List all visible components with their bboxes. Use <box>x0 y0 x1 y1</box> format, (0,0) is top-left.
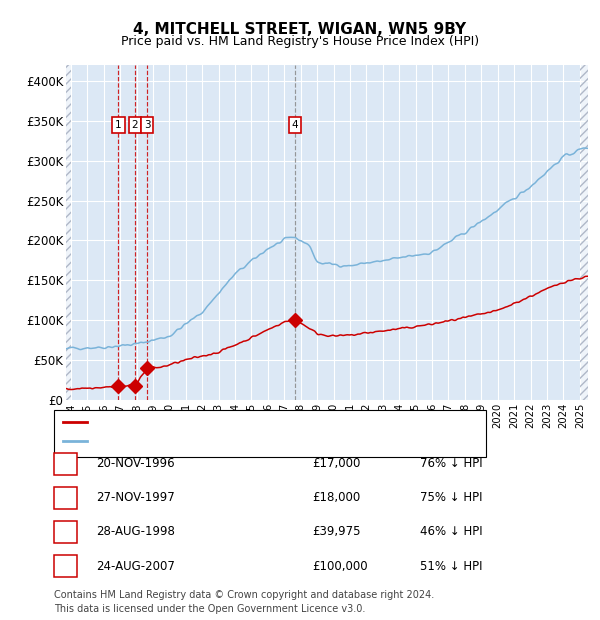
Text: 28-AUG-1998: 28-AUG-1998 <box>96 526 175 538</box>
Text: Contains HM Land Registry data © Crown copyright and database right 2024.: Contains HM Land Registry data © Crown c… <box>54 590 434 600</box>
Bar <box>580 65 588 400</box>
Text: 4, MITCHELL STREET, WIGAN, WN5 9BY (detached house): 4, MITCHELL STREET, WIGAN, WN5 9BY (deta… <box>91 417 412 427</box>
Text: 1: 1 <box>62 458 69 470</box>
Text: 4: 4 <box>62 560 69 572</box>
Text: 3: 3 <box>62 526 69 538</box>
Text: 24-AUG-2007: 24-AUG-2007 <box>96 560 175 572</box>
Text: This data is licensed under the Open Government Licence v3.0.: This data is licensed under the Open Gov… <box>54 604 365 614</box>
Text: 1: 1 <box>115 120 122 130</box>
Text: 3: 3 <box>144 120 151 130</box>
Bar <box>580 65 588 400</box>
Text: 76% ↓ HPI: 76% ↓ HPI <box>420 458 482 470</box>
Text: £100,000: £100,000 <box>312 560 368 572</box>
Text: Price paid vs. HM Land Registry's House Price Index (HPI): Price paid vs. HM Land Registry's House … <box>121 35 479 48</box>
Text: £17,000: £17,000 <box>312 458 361 470</box>
Text: 4: 4 <box>292 120 298 130</box>
Bar <box>66 65 71 400</box>
Text: 51% ↓ HPI: 51% ↓ HPI <box>420 560 482 572</box>
Text: 4, MITCHELL STREET, WIGAN, WN5 9BY: 4, MITCHELL STREET, WIGAN, WN5 9BY <box>133 22 467 37</box>
Text: £39,975: £39,975 <box>312 526 361 538</box>
Text: 27-NOV-1997: 27-NOV-1997 <box>96 492 175 504</box>
Text: 46% ↓ HPI: 46% ↓ HPI <box>420 526 482 538</box>
Text: 2: 2 <box>131 120 138 130</box>
Text: 75% ↓ HPI: 75% ↓ HPI <box>420 492 482 504</box>
Text: HPI: Average price, detached house, Wigan: HPI: Average price, detached house, Wiga… <box>91 436 332 446</box>
Text: 20-NOV-1996: 20-NOV-1996 <box>96 458 175 470</box>
Bar <box>66 65 71 400</box>
Text: £18,000: £18,000 <box>312 492 360 504</box>
Text: 2: 2 <box>62 492 69 504</box>
